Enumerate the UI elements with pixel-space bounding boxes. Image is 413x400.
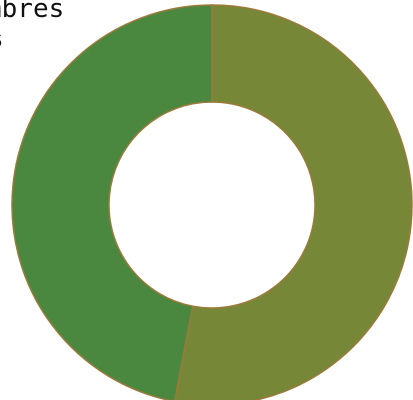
donut-slices (11, 4, 413, 400)
donut-slice-2 (11, 4, 213, 400)
slice-label: mbres % (0, 0, 64, 54)
slice-label-line2: % (0, 24, 2, 54)
slice-label-line1: mbres (0, 0, 65, 24)
donut-slice-1 (174, 4, 413, 400)
